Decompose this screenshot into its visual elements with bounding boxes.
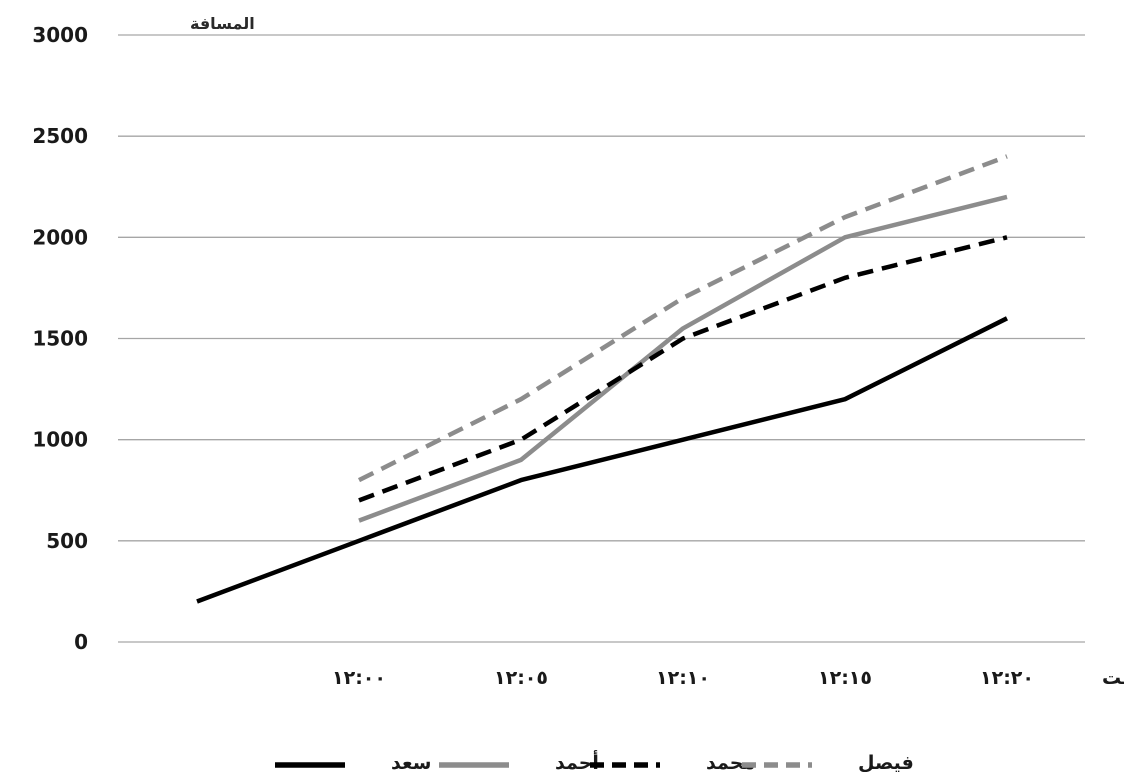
legend-item: أحمد [439,750,599,774]
x-tick-label: ١٢:١٥ [818,667,872,689]
series-line-2 [358,194,1008,523]
series-line-4 [357,154,1008,483]
legend-label: فيصل [858,752,914,774]
y-tick-label: 2000 [32,225,88,249]
legend-label: سعد [391,752,431,774]
x-tick-label: ١٢:٠٥ [494,667,548,689]
y-tick-label: 1500 [32,327,88,351]
y-tick-label: 1000 [32,428,88,452]
series-lines [196,154,1009,604]
grid-lines [118,34,1085,643]
y-axis-title: المسافة [190,14,255,33]
x-tick-label: ١٢:٢٠ [980,667,1034,689]
y-tick-label: 2500 [32,124,88,148]
y-tick-label: 3000 [32,23,88,47]
legend-item: محمد [590,752,755,774]
legend-label: أحمد [555,750,599,774]
legend-item: سعد [275,752,431,774]
y-tick-label: 0 [74,630,88,654]
x-axis-title: الوقت [1102,667,1124,689]
x-tick-label: ١٢:١٠ [656,667,710,689]
x-axis-ticks: ١٢:٠٠ ١٢:٠٥ ١٢:١٠ ١٢:١٥ ١٢:٢٠ [332,667,1034,689]
legend: سعد أحمد محمد فيصل [275,750,914,774]
series-line-1 [196,316,1009,604]
x-tick-label: ١٢:٠٠ [332,667,386,689]
series-line-3 [358,235,1008,503]
y-axis-ticks: 0 500 1000 1500 2000 2500 3000 [32,23,88,654]
y-tick-label: 500 [46,529,88,553]
legend-label: محمد [706,752,755,774]
legend-item: فيصل [742,752,914,774]
